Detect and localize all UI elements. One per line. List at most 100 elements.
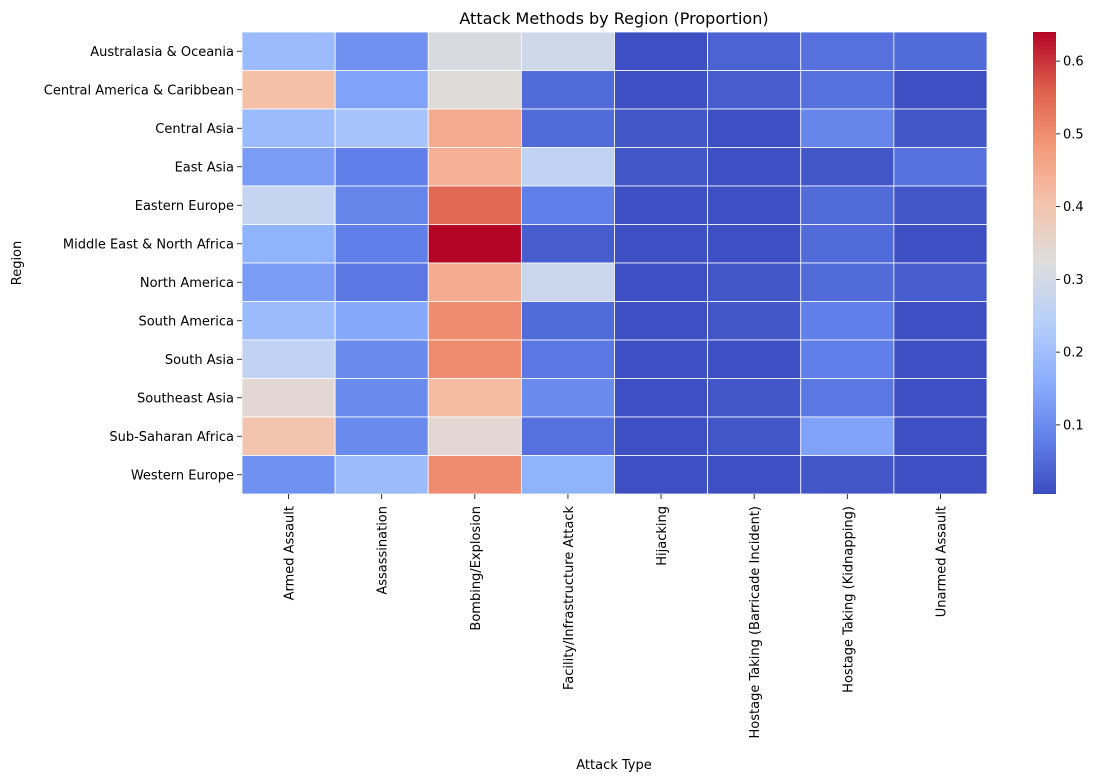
y-axis-ticks: Australasia & Oceania Central America & C… — [44, 45, 242, 483]
heatmap-cell — [893, 70, 988, 110]
heatmap-cell — [800, 416, 895, 456]
heatmap-cell — [800, 185, 895, 225]
x-tick-label: Hostage Taking (Kidnapping) — [841, 506, 856, 693]
heatmap-cell — [614, 416, 709, 456]
heatmap-cell — [334, 262, 429, 302]
heatmap-cell — [614, 70, 709, 110]
heatmap-cell — [800, 108, 895, 148]
heatmap-cell — [893, 378, 988, 418]
heatmap-cell — [241, 224, 336, 264]
heatmap-cell — [800, 31, 895, 71]
heatmap-cell — [241, 185, 336, 225]
y-tick-label: Central America & Caribbean — [44, 83, 234, 98]
heatmap-cell — [334, 416, 429, 456]
heatmap-cell — [893, 147, 988, 187]
y-tick-label: Eastern Europe — [135, 199, 234, 214]
y-axis-label: Region — [10, 241, 25, 286]
heatmap-cell — [800, 262, 895, 302]
heatmap-cell — [334, 378, 429, 418]
heatmap-cell — [241, 108, 336, 148]
heatmap-cell — [707, 378, 802, 418]
heatmap-cell — [707, 108, 802, 148]
heatmap-cell — [800, 70, 895, 110]
heatmap-cell — [520, 31, 615, 71]
heatmap-cell — [707, 147, 802, 187]
heatmap-cell — [893, 455, 988, 495]
heatmap-cell — [614, 147, 709, 187]
colorbar-tick-label: 0.6 — [1063, 55, 1084, 70]
heatmap-cell — [334, 185, 429, 225]
heatmap-cell — [241, 378, 336, 418]
heatmap-cell — [427, 455, 522, 495]
heatmap-cell — [427, 185, 522, 225]
heatmap-cell — [427, 224, 522, 264]
heatmap-cell — [334, 455, 429, 495]
heatmap-cell — [800, 378, 895, 418]
heatmap-cell — [707, 262, 802, 302]
heatmap-cell — [707, 31, 802, 71]
heatmap-cells — [241, 31, 988, 495]
heatmap-cell — [241, 31, 336, 71]
heatmap-cell — [520, 378, 615, 418]
heatmap-cell — [893, 301, 988, 341]
heatmap-cell — [520, 455, 615, 495]
y-tick-label: East Asia — [175, 160, 234, 175]
colorbar-tick-label: 0.1 — [1063, 418, 1084, 433]
colorbar-tick-label: 0.2 — [1063, 346, 1084, 361]
chart-title: Attack Methods by Region (Proportion) — [459, 9, 768, 28]
y-tick-label: Middle East & North Africa — [63, 237, 234, 252]
heatmap-cell — [707, 224, 802, 264]
heatmap-cell — [334, 224, 429, 264]
heatmap-cell — [427, 378, 522, 418]
heatmap-cell — [800, 301, 895, 341]
y-tick-label: Central Asia — [155, 122, 234, 137]
colorbar-tick-label: 0.3 — [1063, 273, 1084, 288]
colorbar: 0.1 0.2 0.3 0.4 0.5 0.6 — [1033, 32, 1084, 494]
heatmap-cell — [614, 455, 709, 495]
colorbar-tick-label: 0.5 — [1063, 127, 1084, 142]
heatmap-cell — [520, 70, 615, 110]
heatmap-cell — [334, 31, 429, 71]
heatmap-cell — [707, 416, 802, 456]
heatmap-cell — [614, 108, 709, 148]
heatmap-cell — [520, 224, 615, 264]
heatmap-cell — [241, 262, 336, 302]
heatmap-cell — [241, 147, 336, 187]
x-tick-label: Assassination — [376, 506, 391, 595]
heatmap-cell — [520, 339, 615, 379]
x-axis-label: Attack Type — [576, 758, 652, 773]
heatmap-cell — [707, 301, 802, 341]
heatmap-cell — [800, 455, 895, 495]
heatmap-cell — [520, 147, 615, 187]
heatmap-cell — [427, 31, 522, 71]
colorbar-gradient — [1033, 32, 1056, 494]
heatmap-cell — [334, 70, 429, 110]
heatmap-cell — [707, 185, 802, 225]
heatmap-cell — [520, 262, 615, 302]
heatmap-cell — [707, 339, 802, 379]
y-tick-label: South Asia — [165, 353, 234, 368]
heatmap-cell — [614, 224, 709, 264]
heatmap-cell — [800, 339, 895, 379]
y-tick-label: Australasia & Oceania — [90, 45, 234, 60]
heatmap-cell — [893, 224, 988, 264]
heatmap-cell — [893, 262, 988, 302]
heatmap-cell — [614, 31, 709, 71]
heatmap-cell — [427, 147, 522, 187]
y-tick-label: North America — [140, 276, 234, 291]
heatmap-cell — [241, 416, 336, 456]
heatmap-cell — [241, 339, 336, 379]
heatmap-cell — [427, 108, 522, 148]
x-tick-label: Hijacking — [655, 506, 670, 566]
heatmap-cell — [707, 70, 802, 110]
heatmap-cell — [334, 147, 429, 187]
y-tick-label: South America — [138, 314, 234, 329]
heatmap-cell — [893, 108, 988, 148]
x-tick-label: Hostage Taking (Barricade Incident) — [748, 506, 763, 738]
heatmap-cell — [614, 339, 709, 379]
heatmap-cell — [893, 185, 988, 225]
x-tick-label: Bombing/Explosion — [469, 506, 484, 631]
y-tick-label: Western Europe — [131, 468, 234, 483]
heatmap-cell — [427, 262, 522, 302]
